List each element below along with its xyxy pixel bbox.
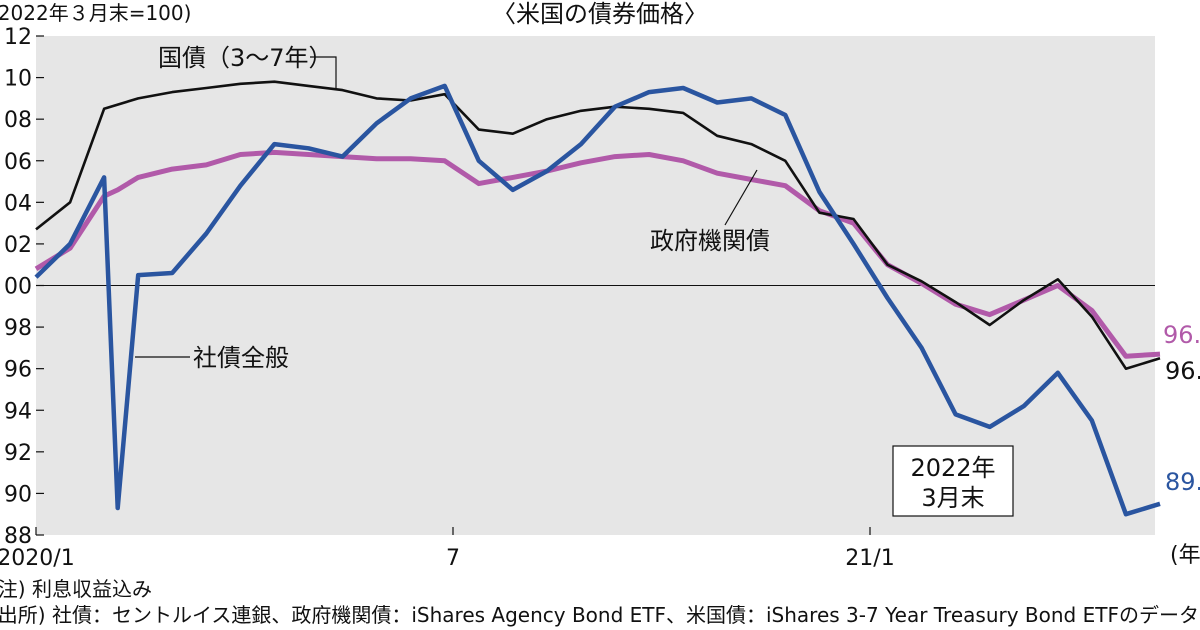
series-name-treasury: 国債（3〜7年） [158,44,333,72]
y-tick-label: 06 [4,150,32,175]
series-label-corporate: 社債全般 [135,344,289,372]
reference-label-line2: 3月末 [921,484,984,512]
x-tick-label: 2020/1 [0,546,75,571]
y-tick-label: 00 [4,275,32,300]
source-line: (出所) 社債：セントルイス連銀、政府機関債：iShares Agency Bo… [0,603,1200,627]
y-tick-label: 02 [4,233,32,258]
series-line-agency [34,149,1161,359]
series-line-treasury [35,80,1161,371]
series-name-corporate: 社債全般 [193,344,289,372]
y-axis-ticks: 12 10 08 06 04 02 00 98 96 94 92 90 88 [4,25,44,549]
y-tick-label: 94 [4,399,32,424]
unit-label: (2022年３月末=100) [0,1,191,25]
y-tick-label: 90 [4,482,32,507]
y-tick-label: 98 [4,316,32,341]
x-tick-label: 7 [446,546,460,571]
reference-label-box: 2022年 3月末 [892,445,1014,517]
y-tick-label: 92 [4,441,32,466]
y-tick-label: 10 [4,67,32,92]
y-tick-label: 08 [4,108,32,133]
end-label-treasury: 96. [1165,357,1200,385]
end-label-corporate: 89. [1165,468,1200,496]
note-line: (注) 利息収益込み [0,577,152,601]
series-label-treasury: 国債（3〜7年） [158,44,337,88]
y-tick-label: 88 [4,524,32,549]
series-lines [34,80,1161,517]
chart-title: 〈米国の債券価格〉 [492,0,708,28]
y-tick-label: 04 [4,191,32,216]
y-tick-label: 12 [4,25,32,50]
y-tick-label: 96 [4,358,32,383]
series-name-agency: 政府機関債 [650,227,770,255]
reference-label-line1: 2022年 [910,454,995,482]
series-label-agency: 政府機関債 [650,169,770,255]
x-unit-label: (年/月) [1170,543,1200,568]
series-line-corporate [34,83,1161,517]
x-tick-label: 21/1 [845,546,894,571]
end-label-agency: 96. [1163,321,1200,349]
